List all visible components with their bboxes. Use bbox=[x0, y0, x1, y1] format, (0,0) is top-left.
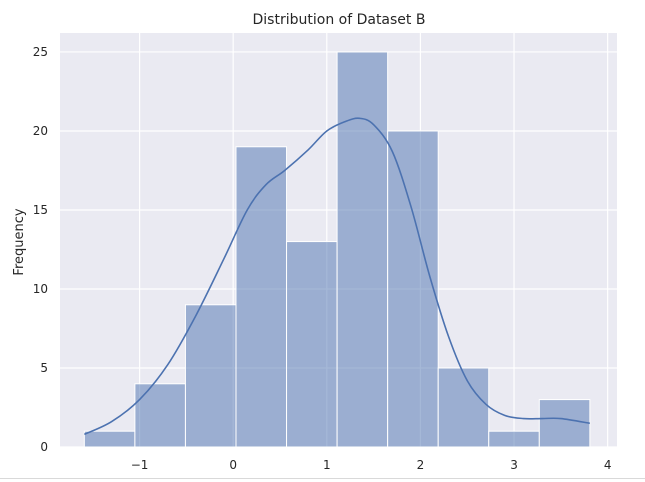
y-tick-label: 5 bbox=[40, 361, 48, 375]
histogram-bar bbox=[83, 430, 136, 448]
histogram-bar bbox=[488, 430, 540, 448]
y-tick-label: 25 bbox=[33, 45, 48, 59]
histogram-bar bbox=[286, 241, 338, 448]
y-tick-label: 15 bbox=[33, 203, 48, 217]
histogram-bar bbox=[235, 146, 288, 448]
kde-curve bbox=[84, 117, 590, 436]
histogram-bars bbox=[83, 51, 591, 448]
chart-title: Distribution of Dataset B bbox=[253, 12, 426, 28]
x-tick-label: 4 bbox=[604, 458, 612, 472]
y-axis-ticks: 0 5 10 15 20 25 bbox=[33, 45, 48, 454]
x-tick-label: 2 bbox=[417, 458, 425, 472]
histogram-bar bbox=[336, 51, 389, 448]
x-tick-label: −1 bbox=[131, 458, 149, 472]
histogram-bar bbox=[387, 130, 439, 448]
histogram-bar bbox=[437, 367, 490, 448]
x-tick-label: 0 bbox=[229, 458, 237, 472]
histogram-bar bbox=[184, 304, 237, 448]
y-axis-label: Frequency bbox=[12, 208, 27, 275]
y-tick-label: 0 bbox=[40, 440, 48, 454]
x-axis-ticks: −1 0 1 2 3 4 bbox=[131, 458, 612, 472]
histogram-bar bbox=[134, 383, 186, 448]
x-tick-label: 3 bbox=[510, 458, 518, 472]
histogram-bar bbox=[538, 399, 591, 448]
x-tick-label: 1 bbox=[323, 458, 331, 472]
bottom-divider bbox=[0, 478, 645, 479]
y-tick-label: 10 bbox=[33, 282, 48, 296]
y-tick-label: 20 bbox=[33, 124, 48, 138]
